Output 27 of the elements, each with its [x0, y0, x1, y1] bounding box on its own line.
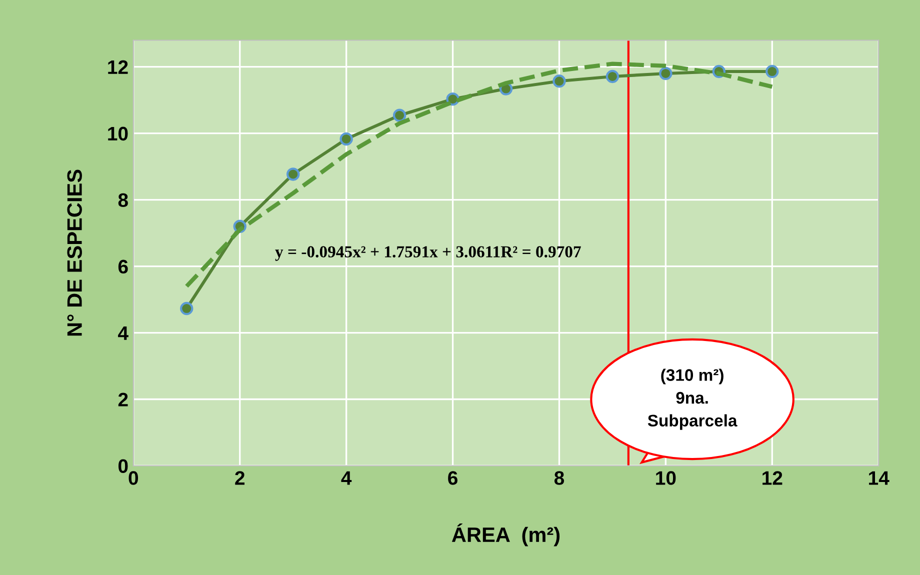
y-tick-label: 12 — [108, 60, 128, 74]
point — [606, 70, 620, 84]
x-tick-label: 10 — [656, 471, 676, 485]
point — [340, 132, 353, 146]
point — [180, 302, 194, 316]
y-tick-label: 2 — [118, 392, 128, 406]
point — [286, 168, 300, 181]
x-tick-label: 8 — [554, 471, 564, 485]
x-tick-label: 6 — [448, 471, 458, 485]
x-tick-label: 14 — [869, 471, 890, 485]
x-tick-label: 12 — [762, 471, 782, 485]
annotation: (310 m²) 9na. Subparcela — [648, 368, 738, 430]
y-tick-label: 6 — [118, 260, 128, 274]
x-tick-label: 2 — [235, 471, 244, 485]
point — [766, 64, 779, 78]
y-tick-label: 0 — [118, 459, 128, 473]
y-tick-label: 10 — [108, 126, 128, 141]
x-axis-title: ÁREA (m²) — [452, 523, 560, 546]
y-axis-title: N° DE ESPECIES — [67, 170, 82, 336]
y-tick-label: 4 — [118, 326, 128, 340]
y-tick-label: 8 — [118, 193, 128, 208]
x-tick-label: 4 — [341, 471, 352, 485]
point — [659, 66, 672, 80]
x-tick-label: 0 — [128, 471, 138, 485]
point — [552, 74, 566, 88]
annotation: y = -0.0945x² + 1.7591x + 3.0611R² = 0.9707 — [275, 246, 581, 261]
point — [392, 108, 406, 122]
